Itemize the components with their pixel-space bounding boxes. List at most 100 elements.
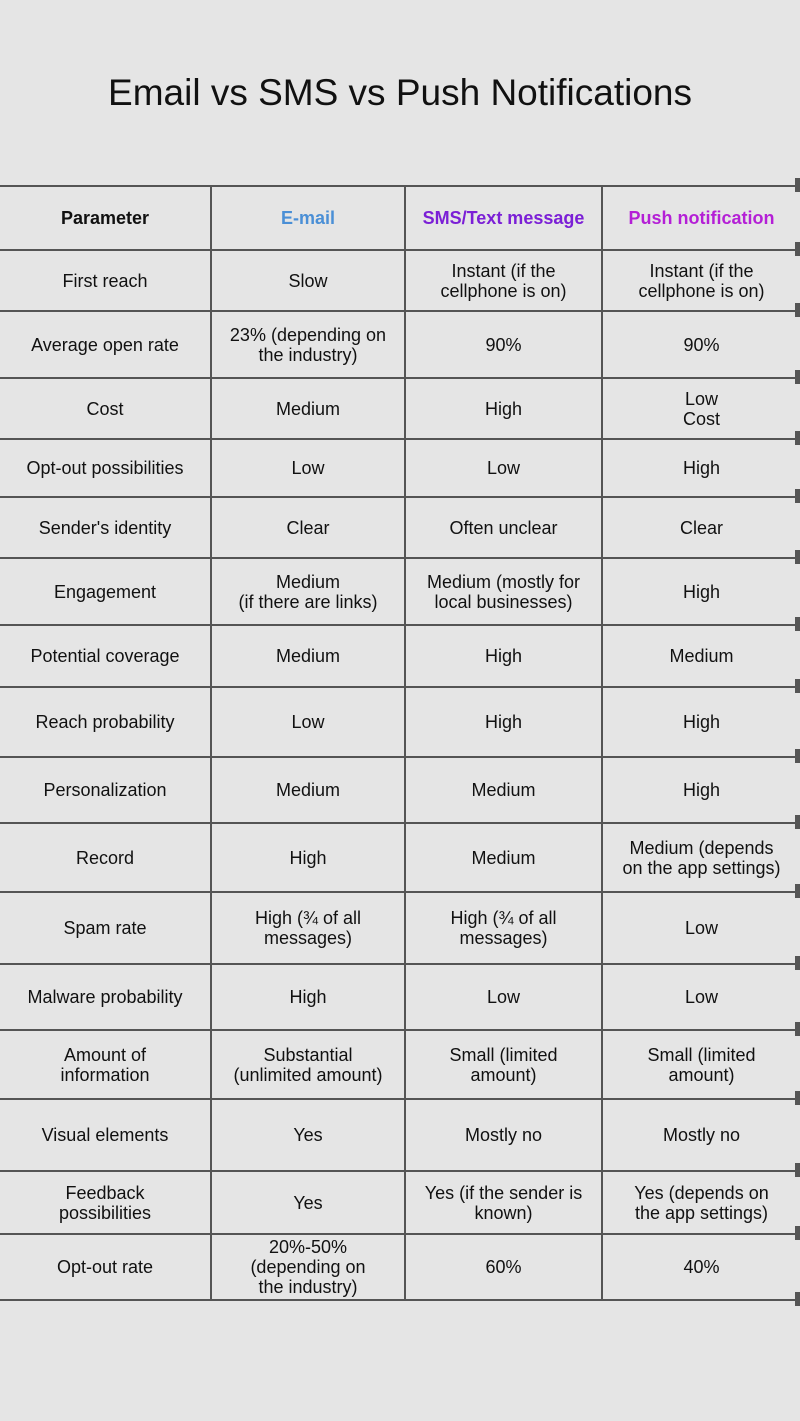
email-cell: Medium (if there are links) xyxy=(210,557,405,626)
table-row: Feedback possibilities Yes Yes (if the sen… xyxy=(0,1170,800,1235)
email-cell: High (¾ of all messages) xyxy=(210,891,405,965)
push-cell: Yes (depends on the app settings) xyxy=(601,1170,800,1235)
email-cell: High xyxy=(210,822,405,893)
parameter-cell: Spam rate xyxy=(0,891,211,965)
push-cell: Medium (depends on the app settings) xyxy=(601,822,800,893)
push-cell: High xyxy=(601,438,800,498)
push-cell: Clear xyxy=(601,496,800,559)
table-row: Spam rate High (¾ of all messages) High (¾… xyxy=(0,891,800,965)
sms-cell: Yes (if the sender is known) xyxy=(404,1170,602,1235)
parameter-cell: Visual elements xyxy=(0,1098,211,1172)
edge-tick xyxy=(795,1163,800,1177)
table-row: Opt-out possibilities Low Low High xyxy=(0,438,800,498)
email-cell: 23% (depending on the industry) xyxy=(210,310,405,379)
parameter-cell: Malware probability xyxy=(0,963,211,1031)
sms-cell: 60% xyxy=(404,1233,602,1301)
parameter-cell: Cost xyxy=(0,377,211,440)
header-email: E-mail xyxy=(210,185,405,251)
email-cell: Slow xyxy=(210,249,405,312)
email-cell: Medium xyxy=(210,377,405,440)
edge-tick xyxy=(795,749,800,763)
push-cell: 40% xyxy=(601,1233,800,1301)
edge-tick xyxy=(795,815,800,829)
sms-cell: High xyxy=(404,624,602,688)
push-cell: 90% xyxy=(601,310,800,379)
sms-cell: Often unclear xyxy=(404,496,602,559)
header-parameter: Parameter xyxy=(0,185,211,251)
parameter-cell: Opt-out possibilities xyxy=(0,438,211,498)
parameter-cell: Feedback possibilities xyxy=(0,1170,211,1235)
push-cell: Low Cost xyxy=(601,377,800,440)
parameter-cell: Opt-out rate xyxy=(0,1233,211,1301)
email-cell: Clear xyxy=(210,496,405,559)
sms-cell: Mostly no xyxy=(404,1098,602,1172)
push-cell: Small (limited amount) xyxy=(601,1029,800,1100)
edge-tick xyxy=(795,550,800,564)
edge-tick xyxy=(795,242,800,256)
email-cell: Low xyxy=(210,686,405,758)
email-cell: 20%-50% (depending on the industry) xyxy=(210,1233,405,1301)
header-push: Push notification xyxy=(601,185,800,251)
table-row: Cost Medium High Low Cost xyxy=(0,377,800,440)
edge-tick xyxy=(795,489,800,503)
edge-tick xyxy=(795,956,800,970)
email-cell: Substantial (unlimited amount) xyxy=(210,1029,405,1100)
parameter-cell: Personalization xyxy=(0,756,211,824)
table-row: Malware probability High Low Low xyxy=(0,963,800,1031)
parameter-cell: Potential coverage xyxy=(0,624,211,688)
table-row: Record High Medium Medium (depends on the a… xyxy=(0,822,800,893)
sms-cell: Medium xyxy=(404,756,602,824)
edge-tick xyxy=(795,884,800,898)
email-cell: Medium xyxy=(210,756,405,824)
parameter-cell: First reach xyxy=(0,249,211,312)
header-row: Parameter E-mail SMS/Text message Push n… xyxy=(0,185,800,251)
parameter-cell: Reach probability xyxy=(0,686,211,758)
push-cell: High xyxy=(601,686,800,758)
edge-tick xyxy=(795,303,800,317)
email-cell: Yes xyxy=(210,1170,405,1235)
push-cell: Low xyxy=(601,891,800,965)
parameter-cell: Average open rate xyxy=(0,310,211,379)
sms-cell: Low xyxy=(404,438,602,498)
edge-tick xyxy=(795,617,800,631)
table-row: Reach probability Low High High xyxy=(0,686,800,758)
table-row: Engagement Medium (if there are links) Med… xyxy=(0,557,800,626)
sms-cell: High (¾ of all messages) xyxy=(404,891,602,965)
edge-tick xyxy=(795,178,800,192)
edge-tick xyxy=(795,679,800,693)
email-cell: Low xyxy=(210,438,405,498)
edge-tick xyxy=(795,431,800,445)
parameter-cell: Sender's identity xyxy=(0,496,211,559)
table-row: Opt-out rate 20%-50% (depending on the in… xyxy=(0,1233,800,1301)
edge-tick xyxy=(795,1292,800,1306)
sms-cell: Instant (if the cellphone is on) xyxy=(404,249,602,312)
push-cell: High xyxy=(601,756,800,824)
parameter-cell: Amount of information xyxy=(0,1029,211,1100)
page-title: Email vs SMS vs Push Notifications xyxy=(108,72,692,113)
sms-cell: Low xyxy=(404,963,602,1031)
push-cell: High xyxy=(601,557,800,626)
table-row: Visual elements Yes Mostly no Mostly no xyxy=(0,1098,800,1172)
email-cell: Medium xyxy=(210,624,405,688)
push-cell: Medium xyxy=(601,624,800,688)
table-row: Amount of information Substantial (unlimi… xyxy=(0,1029,800,1100)
edge-tick xyxy=(795,1226,800,1240)
header-sms: SMS/Text message xyxy=(404,185,602,251)
parameter-cell: Record xyxy=(0,822,211,893)
edge-tick xyxy=(795,370,800,384)
push-cell: Instant (if the cellphone is on) xyxy=(601,249,800,312)
email-cell: Yes xyxy=(210,1098,405,1172)
sms-cell: Medium (mostly for local businesses) xyxy=(404,557,602,626)
sms-cell: High xyxy=(404,686,602,758)
table-row: Potential coverage Medium High Medium xyxy=(0,624,800,688)
edge-tick xyxy=(795,1022,800,1036)
table-row: Personalization Medium Medium High xyxy=(0,756,800,824)
table-row: Average open rate 23% (depending on the i… xyxy=(0,310,800,379)
sms-cell: High xyxy=(404,377,602,440)
parameter-cell: Engagement xyxy=(0,557,211,626)
comparison-table: Parameter E-mail SMS/Text message Push n… xyxy=(0,185,800,1301)
edge-tick xyxy=(795,1091,800,1105)
push-cell: Low xyxy=(601,963,800,1031)
table-row: Sender's identity Clear Often unclear Clear xyxy=(0,496,800,559)
email-cell: High xyxy=(210,963,405,1031)
